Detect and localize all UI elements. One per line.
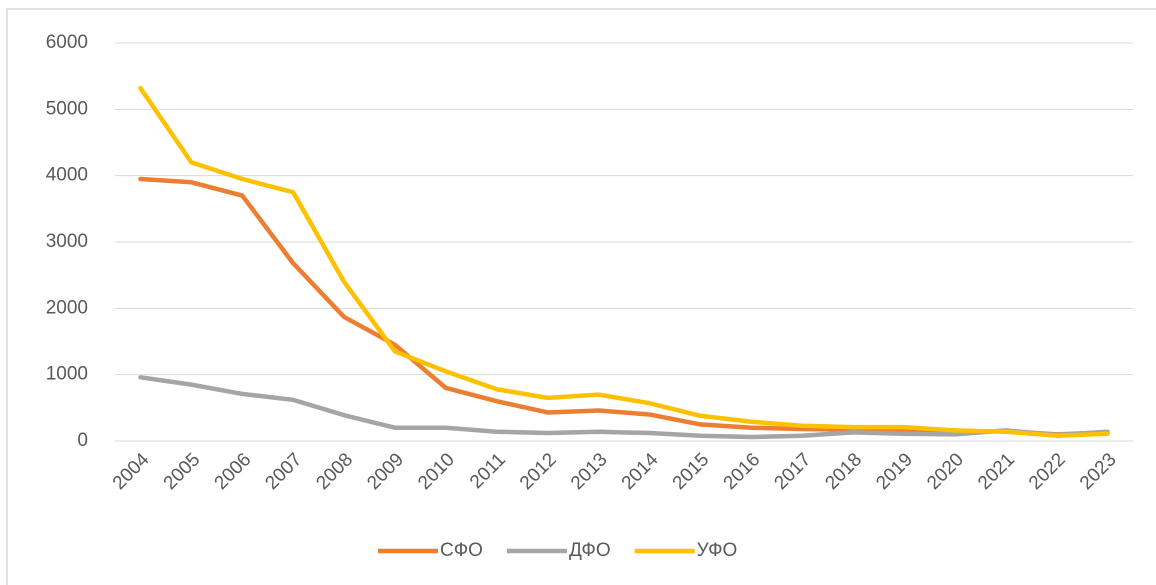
- y-tick-label: 4000: [46, 165, 88, 186]
- x-tick-label: 2016: [720, 449, 765, 494]
- x-tick-label: 2018: [821, 449, 866, 494]
- chart-border: [6, 8, 1156, 585]
- y-tick-label: 1000: [46, 364, 88, 385]
- x-tick-label: 2013: [567, 449, 612, 494]
- x-tick-label: 2014: [618, 449, 663, 494]
- y-tick-label: 3000: [46, 231, 88, 252]
- y-tick-label: 5000: [46, 98, 88, 119]
- x-tick-label: 2022: [1025, 449, 1070, 494]
- x-tick-label: 2017: [770, 449, 815, 494]
- series-line: [138, 176, 1110, 437]
- series-line: [138, 85, 1110, 438]
- x-tick-label: 2019: [872, 449, 917, 494]
- x-tick-label: 2010: [414, 449, 459, 494]
- x-tick-label: 2006: [211, 449, 256, 494]
- legend-label: ДФО: [569, 540, 611, 561]
- y-tick-label: 0: [77, 430, 88, 451]
- x-tick-label: 2011: [466, 449, 510, 493]
- y-tick-label: 2000: [46, 297, 88, 318]
- x-tick-label: 2015: [669, 449, 714, 494]
- x-tick-label: 2023: [1076, 449, 1121, 494]
- legend-label: УФО: [697, 540, 738, 561]
- x-tick-label: 2005: [160, 449, 205, 494]
- y-tick-label: 6000: [46, 32, 88, 53]
- x-tick-label: 2020: [923, 449, 968, 494]
- x-tick-label: 2007: [261, 449, 306, 494]
- x-tick-label: 2021: [974, 449, 1019, 494]
- series-line: [138, 375, 1110, 440]
- legend-label: СФО: [440, 540, 483, 561]
- x-tick-label: 2008: [312, 449, 357, 494]
- x-tick-label: 2009: [363, 449, 408, 494]
- x-tick-label: 2004: [109, 449, 154, 494]
- x-tick-label: 2012: [516, 449, 561, 494]
